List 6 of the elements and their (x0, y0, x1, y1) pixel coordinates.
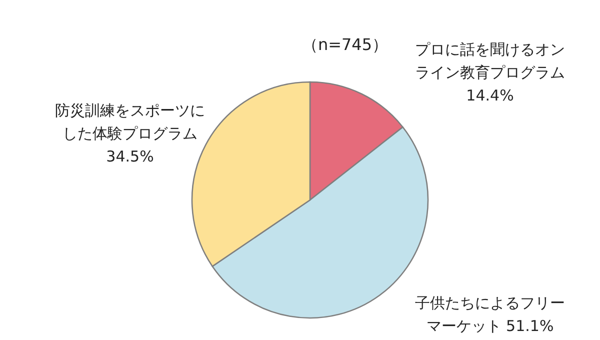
data-label: 14.4% (466, 86, 514, 105)
data-label: 34.5% (106, 148, 154, 166)
slice-label: プロに話を聞けるオンライン教育プログラム (415, 40, 565, 82)
chart-title: （n=745） (302, 35, 388, 54)
slice-label: 子供たちによるフリーマーケット 51.1% (415, 294, 565, 335)
slice-label: 防災訓練をスポーツにした体験プログラム (55, 102, 205, 143)
